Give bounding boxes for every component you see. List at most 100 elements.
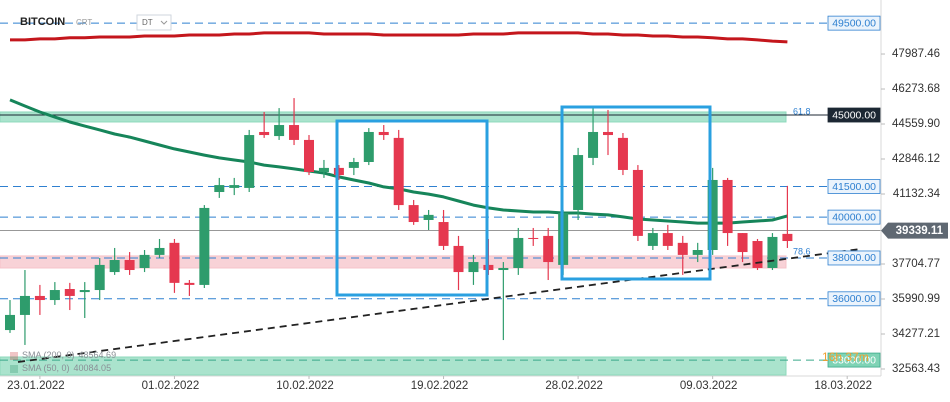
candle-body <box>393 137 404 206</box>
x-tick-label: 01.02.2022 <box>142 380 200 392</box>
level-box <box>827 15 881 31</box>
candle-body <box>498 267 509 271</box>
candle-body <box>348 161 359 168</box>
candle-body <box>244 135 255 188</box>
level-label: 45000.00 <box>832 109 876 121</box>
instrument-tag: CRT <box>76 18 92 27</box>
legend-name: SMA (200, 0) <box>22 350 75 360</box>
candle-body <box>333 167 344 176</box>
fib-label: 78.6 <box>793 246 811 256</box>
level-box <box>827 291 881 307</box>
candle-body <box>408 205 419 223</box>
current-price-box <box>881 222 948 239</box>
level-box <box>827 250 881 266</box>
candle-body <box>64 289 75 296</box>
legend-value: 40084.05 <box>74 363 112 373</box>
candle-body <box>49 290 60 301</box>
candle-body <box>378 131 389 136</box>
level-label: 40000.00 <box>832 211 876 223</box>
candle-body <box>94 264 105 291</box>
candle-body <box>468 262 479 273</box>
level-box <box>827 209 881 225</box>
x-tick-label: 19.02.2022 <box>411 380 469 392</box>
y-tick-label: 35990.99 <box>892 293 940 305</box>
candle-body <box>154 247 165 255</box>
current-price-label: 39339.11 <box>896 225 944 237</box>
candle-body <box>767 236 778 268</box>
candle-body <box>528 237 539 239</box>
legend-entry: SMA (200, 0) 48564.69 <box>22 350 116 360</box>
candle-body <box>304 139 314 172</box>
candle-body <box>363 131 374 162</box>
y-tick-label: 47987.46 <box>892 48 940 60</box>
axes: 49500.00 45000.00 41500.00 40000.00 38000.00… <box>7 15 948 392</box>
level-label: 49500.00 <box>832 17 876 29</box>
timeframe-select[interactable] <box>136 14 172 31</box>
candle-body <box>289 125 300 140</box>
highlight-box <box>335 119 489 297</box>
candle-body <box>647 233 658 246</box>
candle-body <box>184 282 195 285</box>
y-tick-label: 44559.90 <box>892 118 940 130</box>
y-tick-label: 46273.68 <box>892 83 940 95</box>
y-tick-label: 41132.34 <box>893 188 941 200</box>
fib-label: 61.8 <box>793 106 811 116</box>
candles <box>5 98 793 345</box>
candle-body <box>722 179 733 234</box>
timeframe-label[interactable]: DT <box>142 18 153 27</box>
legend-entry: SMA (50, 0) 40084.05 <box>22 363 111 373</box>
dropdown-arrow <box>160 20 168 25</box>
y-tick-label: 32563.43 <box>892 363 940 375</box>
candle-body <box>34 295 45 301</box>
candle-body <box>603 131 613 136</box>
candle-body <box>199 207 210 285</box>
candle-body <box>214 185 225 193</box>
candle-body <box>453 245 464 273</box>
candle-body <box>588 131 599 158</box>
y-tick-label: 42846.12 <box>892 153 940 165</box>
candle-body <box>19 295 30 315</box>
candle-body <box>79 290 90 293</box>
legend: SMA (200, 0) 48564.69 SMA (50, 0) 40084.05 <box>10 350 116 373</box>
candle-body <box>5 314 15 331</box>
candle-body <box>573 155 584 210</box>
candle-body <box>423 214 434 220</box>
legend-swatch <box>10 365 18 373</box>
candle-body <box>662 233 673 246</box>
candle-body <box>438 222 449 246</box>
x-tick-label: 10.02.2022 <box>276 380 334 392</box>
candle-timer: 16h 37m <box>822 350 869 364</box>
sma-line <box>10 31 788 44</box>
candle-body <box>677 242 688 255</box>
x-tick-label: 09.03.2022 <box>680 380 738 392</box>
trend-line <box>17 248 861 363</box>
candle-body <box>274 125 285 137</box>
candle-body <box>692 250 703 255</box>
y-tick-label: 37704.77 <box>892 258 940 270</box>
zone <box>0 255 787 269</box>
candle-body <box>737 233 748 253</box>
zone <box>0 356 787 376</box>
level-box <box>827 352 881 368</box>
x-tick-label: 23.01.2022 <box>7 380 65 392</box>
level-label: 38000.00 <box>832 252 876 264</box>
candle-body <box>513 237 524 268</box>
y-tick-label: 34277.21 <box>892 328 940 340</box>
candle-body <box>124 260 135 271</box>
candle-body <box>707 179 718 251</box>
level-box <box>827 179 881 194</box>
candle-body <box>632 169 643 236</box>
level-label: 41500.00 <box>832 181 876 193</box>
instrument-title: BITCOIN <box>20 16 65 28</box>
level-label: 33000.00 <box>832 354 876 366</box>
candle-body <box>169 242 180 283</box>
candle-body <box>109 260 120 273</box>
candle-body <box>782 233 793 242</box>
candle-body <box>617 137 628 170</box>
candle-body <box>229 185 240 188</box>
legend-swatch <box>10 352 18 360</box>
legend-value: 48564.69 <box>79 350 117 360</box>
